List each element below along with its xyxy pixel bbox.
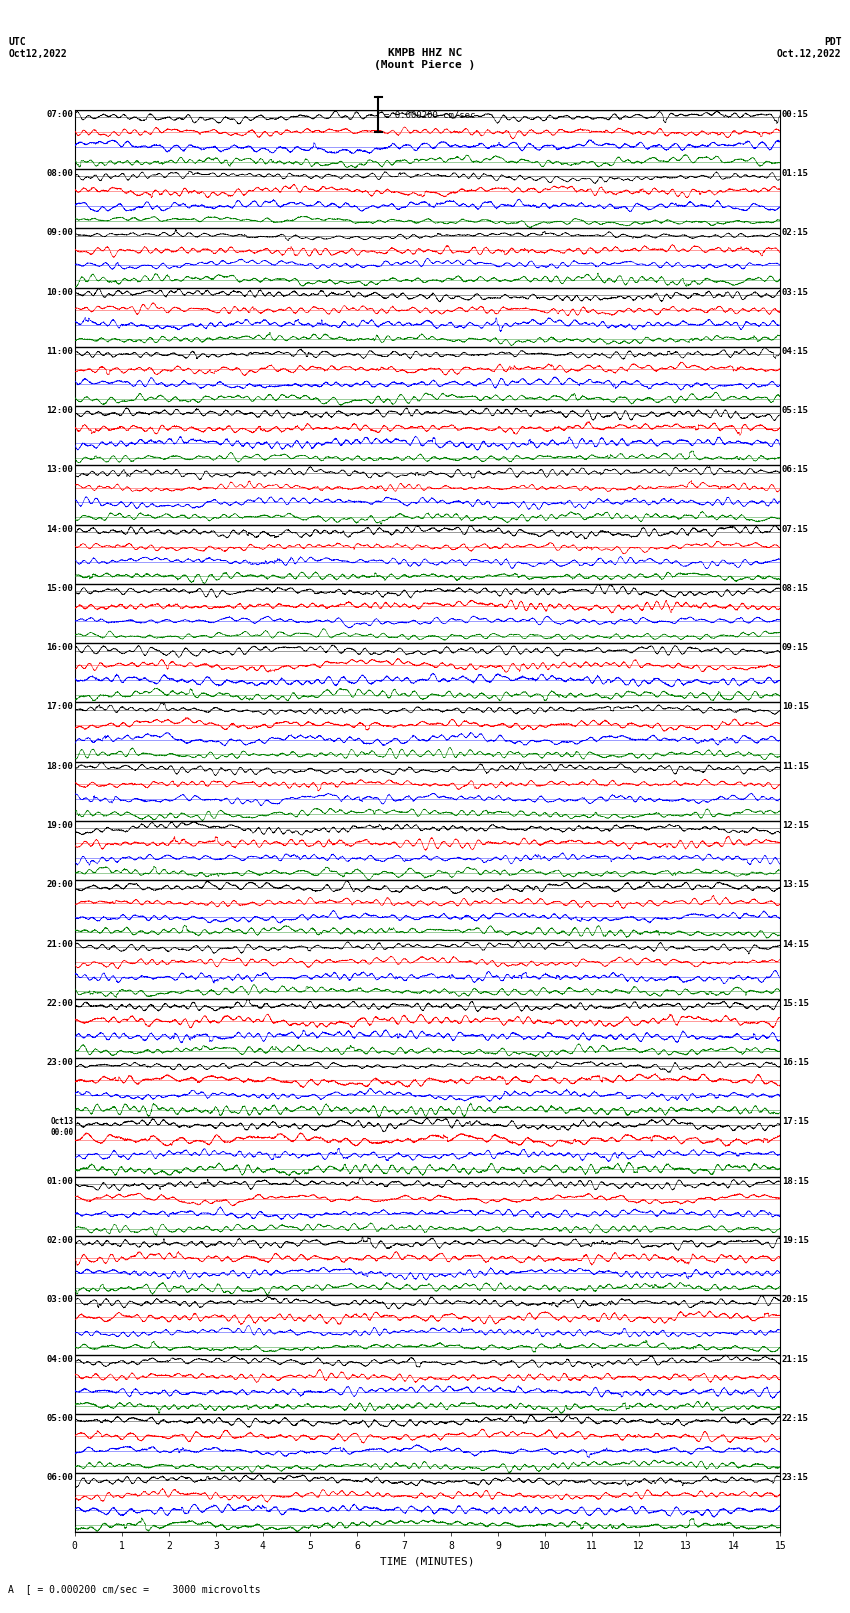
Text: 02:15: 02:15 xyxy=(782,229,808,237)
Text: 06:15: 06:15 xyxy=(782,466,808,474)
Text: KMPB HHZ NC
(Mount Pierce ): KMPB HHZ NC (Mount Pierce ) xyxy=(374,48,476,69)
Text: 18:15: 18:15 xyxy=(782,1177,808,1186)
Text: 13:00: 13:00 xyxy=(47,466,73,474)
Text: 03:15: 03:15 xyxy=(782,287,808,297)
X-axis label: TIME (MINUTES): TIME (MINUTES) xyxy=(380,1557,475,1566)
Text: 17:00: 17:00 xyxy=(47,703,73,711)
Text: 21:00: 21:00 xyxy=(47,939,73,948)
Text: 00:15: 00:15 xyxy=(782,110,808,119)
Text: 04:00: 04:00 xyxy=(47,1355,73,1363)
Text: A  [ = 0.000200 cm/sec =    3000 microvolts: A [ = 0.000200 cm/sec = 3000 microvolts xyxy=(8,1584,261,1594)
Text: 12:15: 12:15 xyxy=(782,821,808,831)
Text: 11:15: 11:15 xyxy=(782,761,808,771)
Text: 19:15: 19:15 xyxy=(782,1236,808,1245)
Text: 16:15: 16:15 xyxy=(782,1058,808,1068)
Text: = 0.000200 cm/sec: = 0.000200 cm/sec xyxy=(384,110,476,119)
Text: 06:00: 06:00 xyxy=(47,1473,73,1482)
Text: 02:00: 02:00 xyxy=(47,1236,73,1245)
Text: 03:00: 03:00 xyxy=(47,1295,73,1305)
Text: 08:15: 08:15 xyxy=(782,584,808,594)
Text: 23:00: 23:00 xyxy=(47,1058,73,1068)
Text: 01:15: 01:15 xyxy=(782,169,808,177)
Text: 20:15: 20:15 xyxy=(782,1295,808,1305)
Text: 14:00: 14:00 xyxy=(47,524,73,534)
Text: 07:15: 07:15 xyxy=(782,524,808,534)
Text: 20:00: 20:00 xyxy=(47,881,73,889)
Text: UTC
Oct12,2022: UTC Oct12,2022 xyxy=(8,37,67,58)
Text: 14:15: 14:15 xyxy=(782,939,808,948)
Text: 17:15: 17:15 xyxy=(782,1118,808,1126)
Text: Oct13
00:00: Oct13 00:00 xyxy=(50,1118,73,1137)
Text: 05:00: 05:00 xyxy=(47,1413,73,1423)
Text: 09:15: 09:15 xyxy=(782,644,808,652)
Text: 16:00: 16:00 xyxy=(47,644,73,652)
Text: 11:00: 11:00 xyxy=(47,347,73,356)
Text: 10:00: 10:00 xyxy=(47,287,73,297)
Text: 07:00: 07:00 xyxy=(47,110,73,119)
Text: 10:15: 10:15 xyxy=(782,703,808,711)
Text: 13:15: 13:15 xyxy=(782,881,808,889)
Text: 09:00: 09:00 xyxy=(47,229,73,237)
Text: 22:15: 22:15 xyxy=(782,1413,808,1423)
Text: 05:15: 05:15 xyxy=(782,406,808,415)
Text: 19:00: 19:00 xyxy=(47,821,73,831)
Text: 15:00: 15:00 xyxy=(47,584,73,594)
Text: 04:15: 04:15 xyxy=(782,347,808,356)
Text: 22:00: 22:00 xyxy=(47,998,73,1008)
Text: 08:00: 08:00 xyxy=(47,169,73,177)
Text: 12:00: 12:00 xyxy=(47,406,73,415)
Text: PDT
Oct.12,2022: PDT Oct.12,2022 xyxy=(777,37,842,58)
Text: 21:15: 21:15 xyxy=(782,1355,808,1363)
Text: 18:00: 18:00 xyxy=(47,761,73,771)
Text: 15:15: 15:15 xyxy=(782,998,808,1008)
Text: 01:00: 01:00 xyxy=(47,1177,73,1186)
Text: 23:15: 23:15 xyxy=(782,1473,808,1482)
